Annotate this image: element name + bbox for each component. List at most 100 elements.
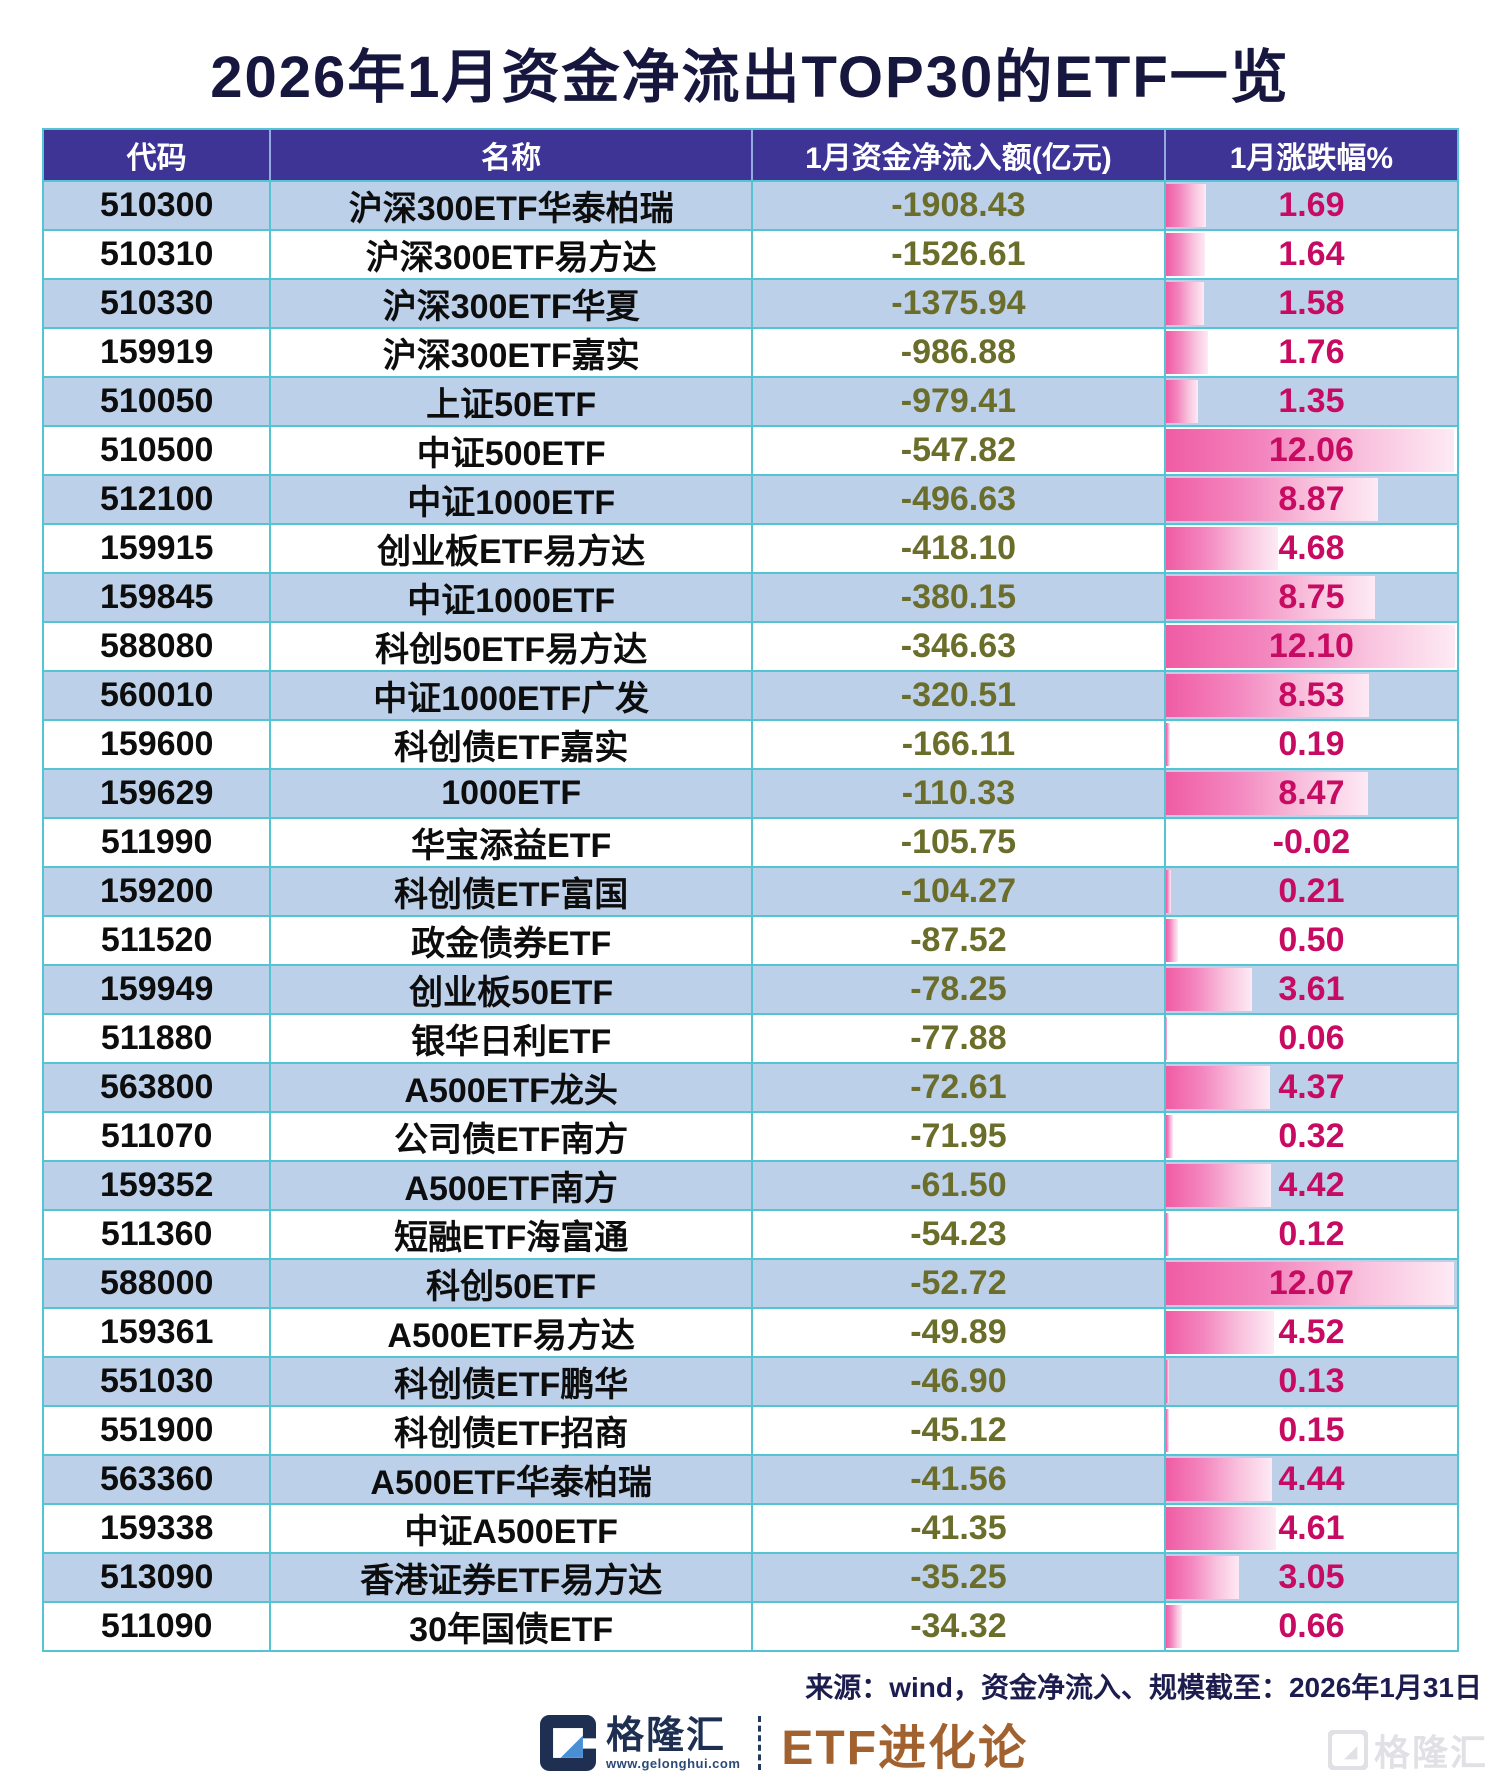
etf-name: 1000ETF: [271, 770, 753, 817]
net-inflow-value: -77.88: [753, 1015, 1166, 1062]
etf-name: 科创债ETF鹏华: [271, 1358, 753, 1405]
change-bar: [1165, 1556, 1239, 1599]
net-inflow-value: -61.50: [753, 1162, 1166, 1209]
change-bar: [1165, 282, 1204, 325]
monthly-change-value: 0.13: [1278, 1362, 1345, 1400]
etf-name: 创业板50ETF: [271, 966, 753, 1013]
etf-name: 银华日利ETF: [271, 1015, 753, 1062]
etf-code: 159915: [44, 525, 272, 572]
table-row: 511360 短融ETF海富通 -54.23 0.12: [44, 1209, 1457, 1258]
table-row: 159361 A500ETF易方达 -49.89 4.52: [44, 1307, 1457, 1356]
gelonghui-logo-icon: [540, 1715, 596, 1771]
etf-code: 510300: [44, 182, 272, 229]
net-inflow-value: -34.32: [753, 1603, 1166, 1650]
monthly-change-value: 1.69: [1278, 186, 1345, 224]
etf-name: 华宝添益ETF: [271, 819, 753, 866]
etf-code: 588000: [44, 1260, 272, 1307]
column-header-inflow: 1月资金净流入额(亿元): [753, 130, 1166, 180]
table-row: 510050 上证50ETF -979.41 1.35: [44, 376, 1457, 425]
change-bar: [1165, 576, 1375, 619]
monthly-change-value: 0.66: [1278, 1607, 1345, 1645]
change-bar: [1165, 1311, 1274, 1354]
table-row: 510330 沪深300ETF华夏 -1375.94 1.58: [44, 278, 1457, 327]
etf-name: 创业板ETF易方达: [271, 525, 753, 572]
table-row: 159629 1000ETF -110.33 8.47: [44, 768, 1457, 817]
monthly-change-cell: 1.35: [1165, 378, 1457, 425]
table-row: 510300 沪深300ETF华泰柏瑞 -1908.43 1.69: [44, 180, 1457, 229]
monthly-change-value: 0.19: [1278, 725, 1345, 763]
table-row: 510310 沪深300ETF易方达 -1526.61 1.64: [44, 229, 1457, 278]
change-bar: [1165, 1115, 1174, 1158]
etf-name: 香港证券ETF易方达: [271, 1554, 753, 1601]
net-inflow-value: -52.72: [753, 1260, 1166, 1307]
change-bar: [1165, 1213, 1169, 1256]
monthly-change-value: 4.37: [1278, 1068, 1345, 1106]
etf-name: 科创债ETF富国: [271, 868, 753, 915]
change-bar: [1165, 625, 1455, 668]
brand-name: 格隆汇: [606, 1714, 727, 1757]
change-bar: [1165, 1360, 1169, 1403]
monthly-change-cell: 0.50: [1165, 917, 1457, 964]
etf-name: 中证1000ETF广发: [271, 672, 753, 719]
etf-name: 沪深300ETF易方达: [271, 231, 753, 278]
monthly-change-value: 0.50: [1278, 921, 1345, 959]
monthly-change-cell: 0.66: [1165, 1603, 1457, 1650]
net-inflow-value: -346.63: [753, 623, 1166, 670]
monthly-change-value: 12.07: [1268, 1264, 1354, 1302]
monthly-change-cell: 4.68: [1165, 525, 1457, 572]
monthly-change-cell: 0.13: [1165, 1358, 1457, 1405]
etf-code: 510330: [44, 280, 272, 327]
etf-name: 中证500ETF: [271, 427, 753, 474]
etf-code: 512100: [44, 476, 272, 523]
table-row: 511880 银华日利ETF -77.88 0.06: [44, 1013, 1457, 1062]
table-body: 510300 沪深300ETF华泰柏瑞 -1908.43 1.69 510310…: [44, 180, 1457, 1650]
page-title: 2026年1月资金净流出TOP30的ETF一览: [210, 45, 1290, 110]
monthly-change-value: 1.58: [1278, 284, 1345, 322]
etf-code: 511880: [44, 1015, 272, 1062]
watermark-logo-icon: [1327, 1730, 1368, 1770]
etf-name: 中证1000ETF: [271, 574, 753, 621]
etf-code: 159352: [44, 1162, 272, 1209]
etf-name: A500ETF易方达: [271, 1309, 753, 1356]
table-row: 588080 科创50ETF易方达 -346.63 12.10: [44, 621, 1457, 670]
net-inflow-value: -72.61: [753, 1064, 1166, 1111]
change-bar: [1165, 233, 1205, 276]
monthly-change-cell: 8.75: [1165, 574, 1457, 621]
monthly-change-cell: 4.52: [1165, 1309, 1457, 1356]
net-inflow-value: -1375.94: [753, 280, 1166, 327]
table-row: 159338 中证A500ETF -41.35 4.61: [44, 1503, 1457, 1552]
table-row: 510500 中证500ETF -547.82 12.06: [44, 425, 1457, 474]
etf-name: 中证1000ETF: [271, 476, 753, 523]
net-inflow-value: -41.35: [753, 1505, 1166, 1552]
monthly-change-cell: 1.58: [1165, 280, 1457, 327]
table-row: 511990 华宝添益ETF -105.75 -0.02: [44, 817, 1457, 866]
monthly-change-cell: 1.64: [1165, 231, 1457, 278]
etf-code: 159949: [44, 966, 272, 1013]
etf-code: 551900: [44, 1407, 272, 1454]
monthly-change-value: 1.35: [1278, 382, 1345, 420]
brand-bar: 格隆汇 www.gelonghui.com ETF进化论: [540, 1708, 1028, 1778]
change-bar: [1165, 429, 1454, 472]
etf-name: 沪深300ETF华泰柏瑞: [271, 182, 753, 229]
monthly-change-cell: 0.12: [1165, 1211, 1457, 1258]
monthly-change-cell: 12.10: [1165, 623, 1457, 670]
etf-name: 30年国债ETF: [271, 1603, 753, 1650]
monthly-change-cell: 4.44: [1165, 1456, 1457, 1503]
change-bar: [1165, 772, 1368, 815]
net-inflow-value: -46.90: [753, 1358, 1166, 1405]
monthly-change-value: 12.06: [1268, 431, 1354, 469]
etf-code: 159845: [44, 574, 272, 621]
monthly-change-cell: 0.06: [1165, 1015, 1457, 1062]
net-inflow-value: -979.41: [753, 378, 1166, 425]
table-row: 159949 创业板50ETF -78.25 3.61: [44, 964, 1457, 1013]
etf-code: 159919: [44, 329, 272, 376]
monthly-change-cell: 0.21: [1165, 868, 1457, 915]
change-bar: [1165, 1066, 1271, 1109]
change-bar: [1165, 968, 1252, 1011]
column-header-name: 名称: [271, 130, 753, 180]
etf-name: 科创债ETF招商: [271, 1407, 753, 1454]
net-inflow-value: -380.15: [753, 574, 1166, 621]
etf-code: 511520: [44, 917, 272, 964]
etf-name: A500ETF华泰柏瑞: [271, 1456, 753, 1503]
